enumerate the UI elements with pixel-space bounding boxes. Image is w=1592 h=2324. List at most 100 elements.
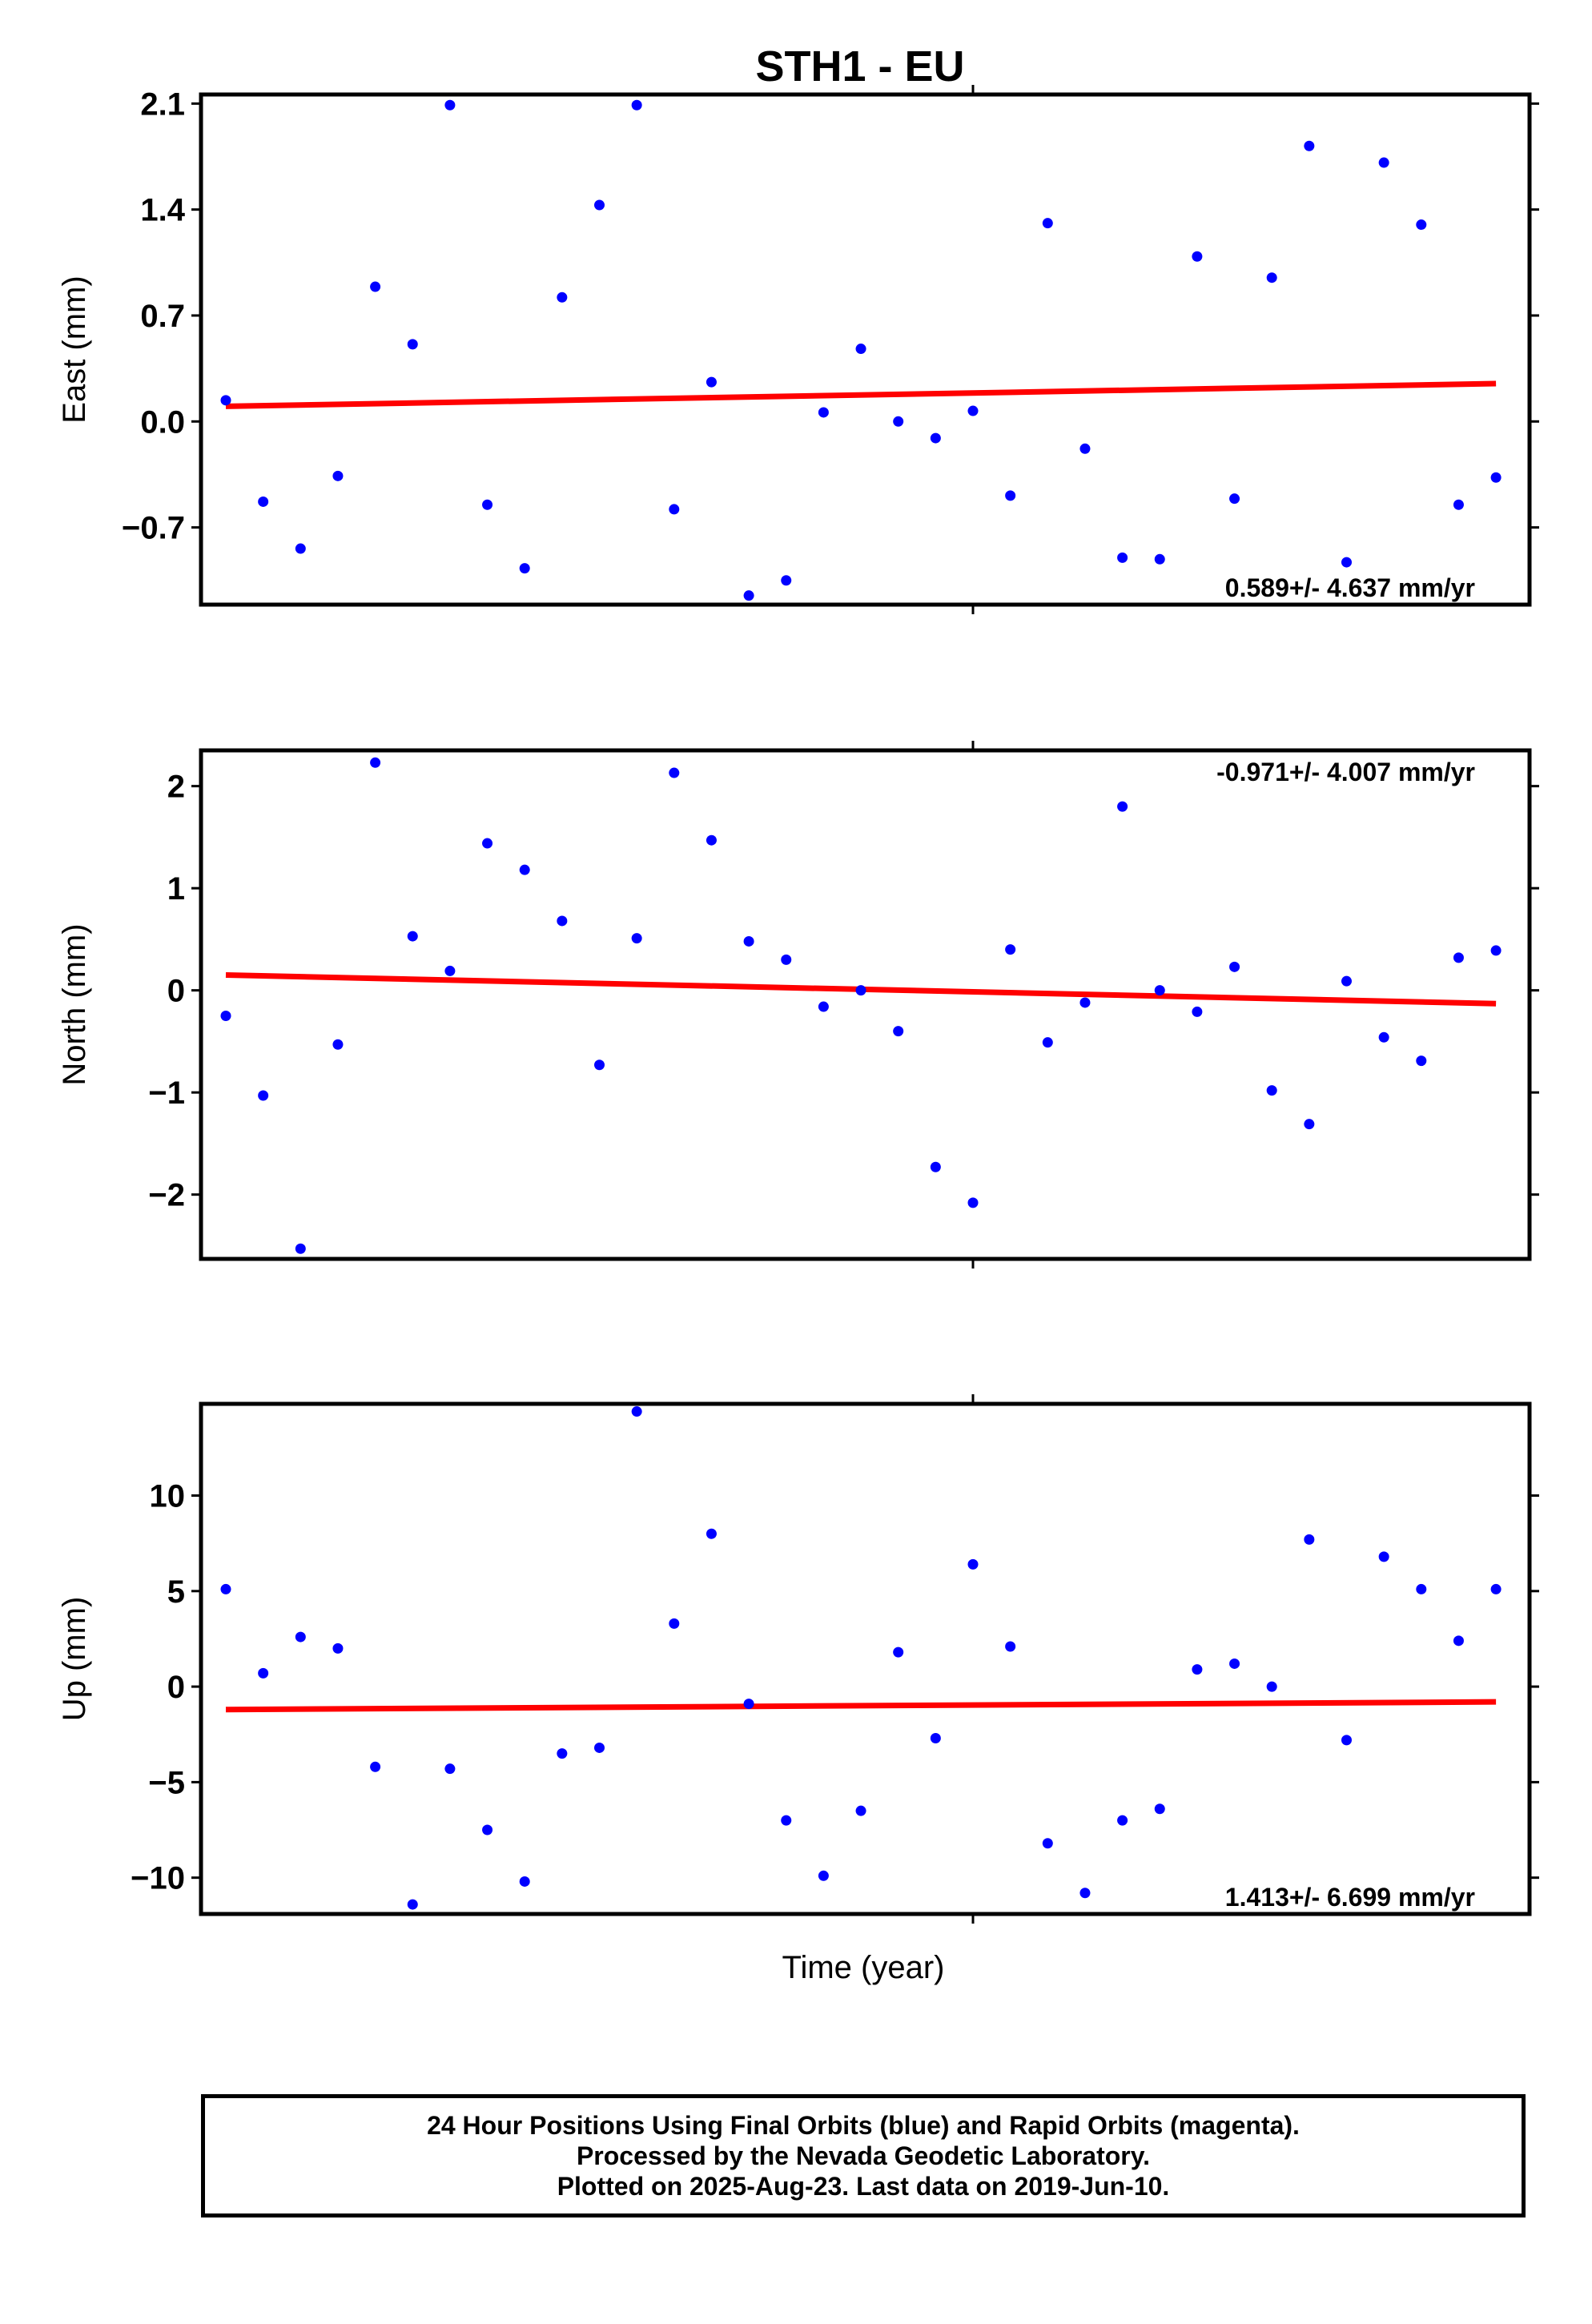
north-data-point (1042, 1037, 1053, 1048)
east-data-point (594, 199, 605, 211)
north-data-point (407, 931, 418, 942)
east-data-point (781, 575, 792, 586)
up-data-point (370, 1761, 381, 1772)
north-plot-frame (199, 748, 1532, 1261)
up-ytick-label: 5 (167, 1574, 185, 1610)
up-data-point (519, 1876, 530, 1887)
east-data-point (1378, 157, 1389, 168)
up-data-point (930, 1733, 941, 1744)
east-data-point (1416, 219, 1427, 231)
up-data-point (1304, 1534, 1315, 1545)
north-ytick-label: 0 (167, 974, 185, 1009)
east-data-point (1229, 493, 1240, 505)
east-data-point (631, 99, 642, 111)
up-data-point (1341, 1735, 1352, 1746)
east-y-axis-label: East (mm) (57, 275, 92, 423)
north-data-point (967, 1197, 979, 1208)
east-data-point (1453, 499, 1464, 510)
east-data-point (557, 292, 568, 303)
east-data-point (1490, 472, 1502, 483)
east-data-point (893, 416, 904, 427)
up-data-point (557, 1748, 568, 1759)
east-data-point (407, 339, 418, 350)
up-data-point (1229, 1658, 1240, 1669)
east-ytick-label: 0.7 (140, 299, 185, 334)
north-data-point (444, 965, 456, 976)
east-data-point (669, 504, 680, 515)
up-trend-line (225, 1699, 1497, 1713)
up-data-point (1490, 1583, 1502, 1594)
east-data-point (1266, 272, 1277, 283)
up-plot-frame (199, 1401, 1532, 1916)
east-rate-label: 0.589+/- 4.637 mm/yr (1225, 573, 1475, 602)
up-data-point (594, 1742, 605, 1753)
north-data-point (818, 1001, 829, 1012)
up-data-point (482, 1824, 493, 1835)
panel-up: 10 5 0 −5 −10 Up (mm) 1.413+/- 6.699 mm/yr (57, 1394, 1539, 1924)
north-ytick-label: −2 (148, 1178, 185, 1213)
east-data-point (706, 376, 717, 388)
east-plot-frame (199, 92, 1532, 607)
up-data-point (818, 1870, 829, 1881)
east-data-point (1341, 557, 1352, 568)
up-data-point (258, 1667, 269, 1679)
up-data-point (1005, 1641, 1016, 1652)
up-data-point (855, 1805, 866, 1816)
north-data-point (519, 864, 530, 875)
up-data-point (781, 1815, 792, 1826)
up-y-axis-label: Up (mm) (57, 1597, 92, 1722)
up-data-point (1154, 1803, 1165, 1815)
panel-east: 2.1 1.4 0.7 0.0 −0.7 East (mm) 0.589+/- 4.637 … (57, 85, 1539, 614)
up-data-point (669, 1618, 680, 1629)
north-data-point (1117, 801, 1128, 812)
up-ytick-label: 0 (167, 1670, 185, 1705)
up-data-point (407, 1899, 418, 1910)
chart-title: STH1 - EU (755, 42, 964, 90)
east-data-point (1192, 251, 1203, 262)
east-ytick-label: −0.7 (122, 511, 185, 546)
north-data-point (893, 1026, 904, 1037)
east-data-point (1117, 552, 1128, 563)
north-data-point (557, 915, 568, 927)
east-data-point (1304, 140, 1315, 151)
north-data-point (220, 1011, 231, 1022)
north-data-point (1416, 1055, 1427, 1067)
north-data-point (1304, 1119, 1315, 1130)
north-y-axis-label: North (mm) (57, 923, 92, 1085)
north-rate-label: -0.971+/- 4.007 mm/yr (1216, 758, 1475, 786)
north-data-point (1341, 975, 1352, 987)
footer-line-2: Processed by the Nevada Geodetic Laborat… (576, 2141, 1151, 2170)
north-data-point (1378, 1031, 1389, 1043)
east-data-point (855, 344, 866, 355)
east-data-point (370, 281, 381, 292)
up-data-point (332, 1642, 344, 1654)
north-data-point (370, 757, 381, 768)
east-data-point (1005, 490, 1016, 501)
east-data-point (930, 432, 941, 444)
up-data-point (1416, 1583, 1427, 1594)
up-rate-label: 1.413+/- 6.699 mm/yr (1225, 1883, 1475, 1912)
footer-line-3: Plotted on 2025-Aug-23. Last data on 201… (557, 2172, 1170, 2201)
up-data-point (1117, 1815, 1128, 1826)
up-data-point (295, 1631, 306, 1642)
up-data-point (1266, 1681, 1277, 1692)
north-data-point (594, 1059, 605, 1071)
up-ytick-label: −5 (148, 1765, 185, 1800)
north-data-point (1490, 945, 1502, 956)
up-ytick-label: 10 (150, 1479, 186, 1514)
east-data-point (295, 543, 306, 554)
up-data-point (444, 1763, 456, 1775)
up-data-point (631, 1406, 642, 1417)
up-data-point (1079, 1888, 1091, 1899)
north-data-point (1079, 997, 1091, 1008)
north-data-point (1453, 952, 1464, 963)
east-ytick-label: 1.4 (140, 193, 185, 228)
north-data-point (930, 1161, 941, 1172)
east-data-point (967, 405, 979, 416)
panel-north: 2 1 0 −1 −2 North (mm) -0.971+/- 4.007 mm/yr (57, 741, 1539, 1269)
north-ytick-label: −1 (148, 1076, 185, 1111)
east-data-point (818, 407, 829, 418)
north-data-point (781, 954, 792, 965)
east-trend-line (225, 380, 1497, 409)
